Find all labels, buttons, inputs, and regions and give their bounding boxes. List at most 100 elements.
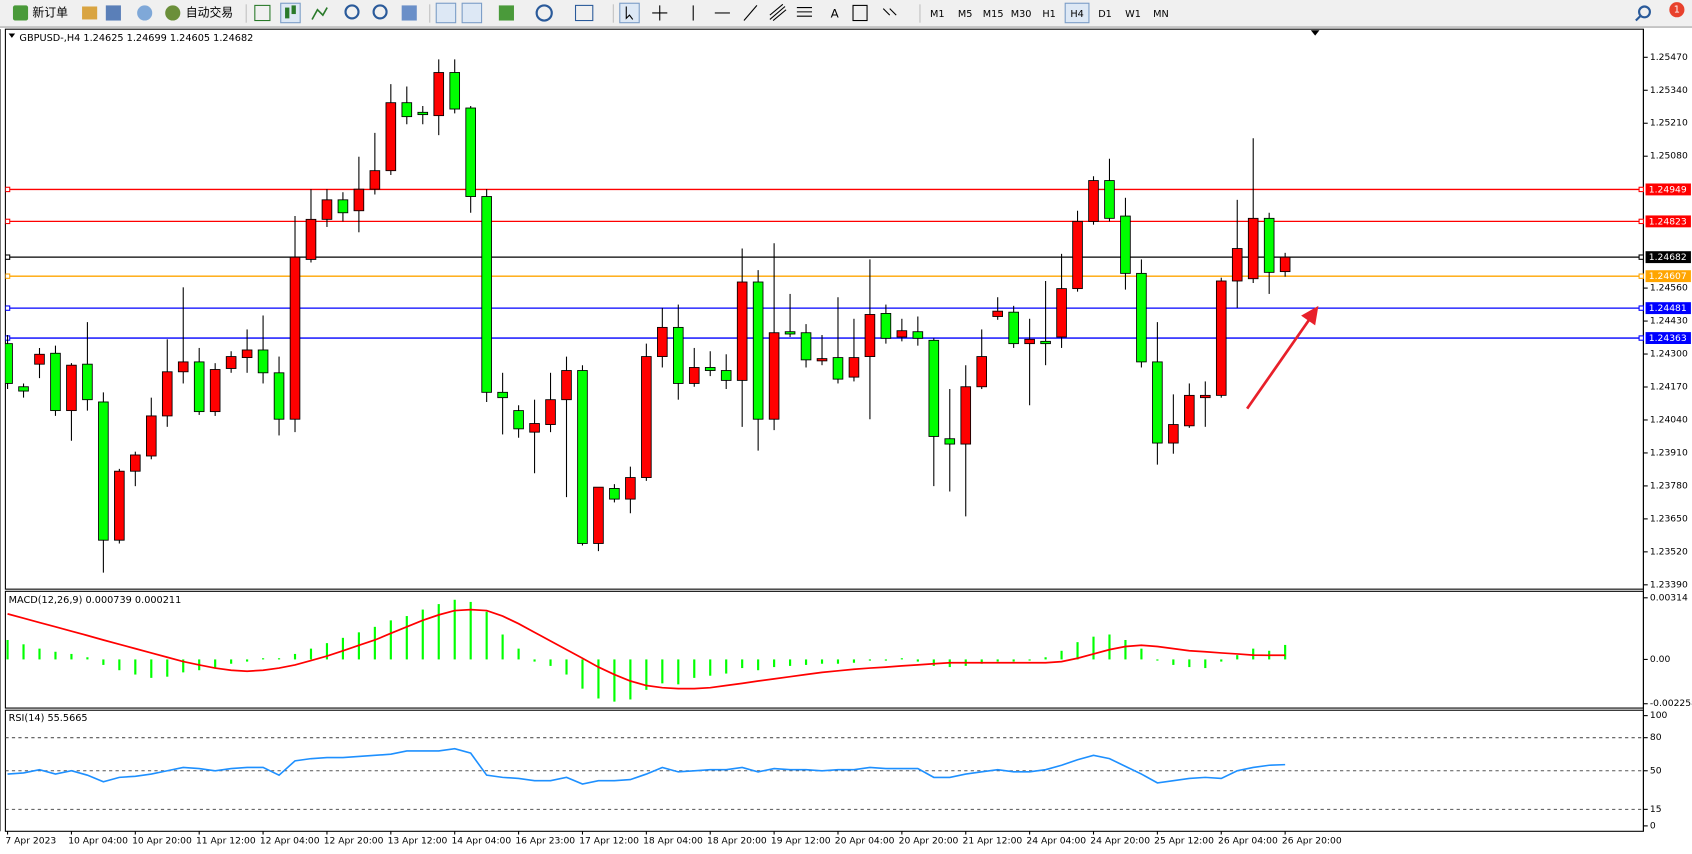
timeframe-button[interactable]: M15 <box>983 9 1004 20</box>
new-order-icon[interactable] <box>12 5 29 21</box>
zoom-out-button[interactable] <box>372 4 388 20</box>
tool-icon[interactable] <box>137 5 153 21</box>
candle-body <box>130 454 141 472</box>
search-button[interactable] <box>1638 5 1651 19</box>
active-timeframe <box>1064 2 1090 24</box>
macd-bar <box>277 658 281 660</box>
notification-badge[interactable] <box>1669 2 1685 18</box>
macd-bar <box>102 659 105 665</box>
candle-body <box>321 199 333 220</box>
timeframe-button[interactable]: H1 <box>1042 9 1055 20</box>
candle-body <box>1152 361 1163 444</box>
fibo-button[interactable] <box>796 7 812 17</box>
candle-body <box>545 399 556 425</box>
candle-body <box>800 332 812 361</box>
candle-body <box>529 423 540 433</box>
macd-bar <box>325 643 329 660</box>
text-tool-button[interactable]: A <box>831 7 840 21</box>
y-tick-label: 1.24430 <box>1650 316 1688 327</box>
timeframe-button[interactable]: M30 <box>1011 9 1032 20</box>
macd-bar <box>1012 659 1015 662</box>
label-tool-button[interactable] <box>852 4 868 22</box>
candle-body <box>832 357 844 380</box>
chart-shift-marker <box>1310 30 1320 36</box>
candle-body <box>1279 256 1291 273</box>
line-chart-button[interactable] <box>311 7 328 20</box>
y-tick-label: 1.25470 <box>1650 52 1688 63</box>
x-tick-label: 12 Apr 04:00 <box>260 836 320 847</box>
macd-bar <box>389 620 392 660</box>
candle-body <box>193 361 205 413</box>
candle-body <box>353 188 365 212</box>
price-label: 1.24607 <box>1649 271 1687 282</box>
candle-body <box>561 370 572 401</box>
price-label-bg <box>1645 215 1691 228</box>
timeframe-button[interactable]: M1 <box>930 9 945 20</box>
channel-button[interactable] <box>769 3 787 21</box>
cursor-icon <box>625 6 634 20</box>
candle-body <box>1024 338 1035 345</box>
candle-chart-button[interactable] <box>280 2 301 24</box>
macd-bar <box>341 637 345 660</box>
line-end-marker <box>1638 305 1644 311</box>
templates-button[interactable] <box>574 4 594 22</box>
macd-bar <box>1076 642 1079 660</box>
macd-bar <box>900 658 903 660</box>
candle-body <box>784 331 796 335</box>
y-tick-label: 100 <box>1650 710 1668 721</box>
cursor-button[interactable] <box>619 2 640 24</box>
candle-body <box>369 170 381 190</box>
macd-bar <box>661 659 664 684</box>
candle-body <box>1088 180 1099 222</box>
macd-bar <box>1172 659 1175 665</box>
bar-chart-button[interactable] <box>254 4 271 22</box>
macd-bar <box>6 639 9 660</box>
candle-body <box>768 332 780 420</box>
tool-icon[interactable] <box>105 5 121 21</box>
axes: 1.25470 1.25340 1.25210 1.25080 1.24560 1.244… <box>5 29 1692 847</box>
indicators-button[interactable] <box>498 5 514 21</box>
candle-body <box>864 314 876 358</box>
tool-icon[interactable] <box>82 6 98 20</box>
macd-plot <box>6 599 1287 702</box>
crosshair-button[interactable] <box>652 5 668 21</box>
signal-line <box>7 608 1286 690</box>
y-tick-label: 1.24300 <box>1650 349 1688 360</box>
tile-button[interactable] <box>401 5 417 21</box>
macd-bar <box>820 659 824 664</box>
autotrade-icon[interactable] <box>165 5 181 21</box>
timeframe-button[interactable]: D1 <box>1098 9 1112 20</box>
periods-button[interactable] <box>535 4 553 22</box>
line-end-marker <box>5 305 11 311</box>
candle-body <box>98 401 109 541</box>
candle-body <box>1008 311 1019 345</box>
zoom-in-button[interactable] <box>344 4 360 20</box>
candle-body <box>449 72 461 110</box>
timeframes: M1 M5 M15 M30 H1 H4 D1 W1 MN <box>930 2 1169 24</box>
y-tick-label: 1.24170 <box>1650 381 1688 392</box>
shapes-button[interactable] <box>882 8 897 16</box>
timeframe-button[interactable]: W1 <box>1125 9 1141 20</box>
y-tick-label: 1.23650 <box>1650 513 1688 524</box>
autotrade-button[interactable]: 自动交易 <box>186 5 233 19</box>
chart-shift-button[interactable] <box>461 2 483 24</box>
x-tick-label: 10 Apr 20:00 <box>132 836 192 847</box>
autoscroll-button[interactable] <box>435 2 457 24</box>
candle-body <box>289 256 301 420</box>
x-tick-label: 14 Apr 04:00 <box>451 836 511 847</box>
candle-body <box>1263 217 1275 273</box>
trendline-button[interactable] <box>743 5 758 21</box>
candle-body <box>688 367 700 384</box>
y-tick-label: 1.25080 <box>1650 151 1688 162</box>
macd-bar <box>150 659 153 678</box>
candle-body <box>1184 394 1195 427</box>
candle-body <box>66 364 77 412</box>
timeframe-button[interactable]: H4 <box>1070 9 1083 20</box>
macd-bar <box>1028 659 1031 661</box>
macd-bar <box>757 659 760 671</box>
timeframe-button[interactable]: MN <box>1153 9 1169 20</box>
macd-bar <box>884 659 887 661</box>
new-order-button[interactable]: 新订单 <box>32 5 68 19</box>
timeframe-button[interactable]: M5 <box>958 9 973 20</box>
candle-body <box>816 358 828 362</box>
